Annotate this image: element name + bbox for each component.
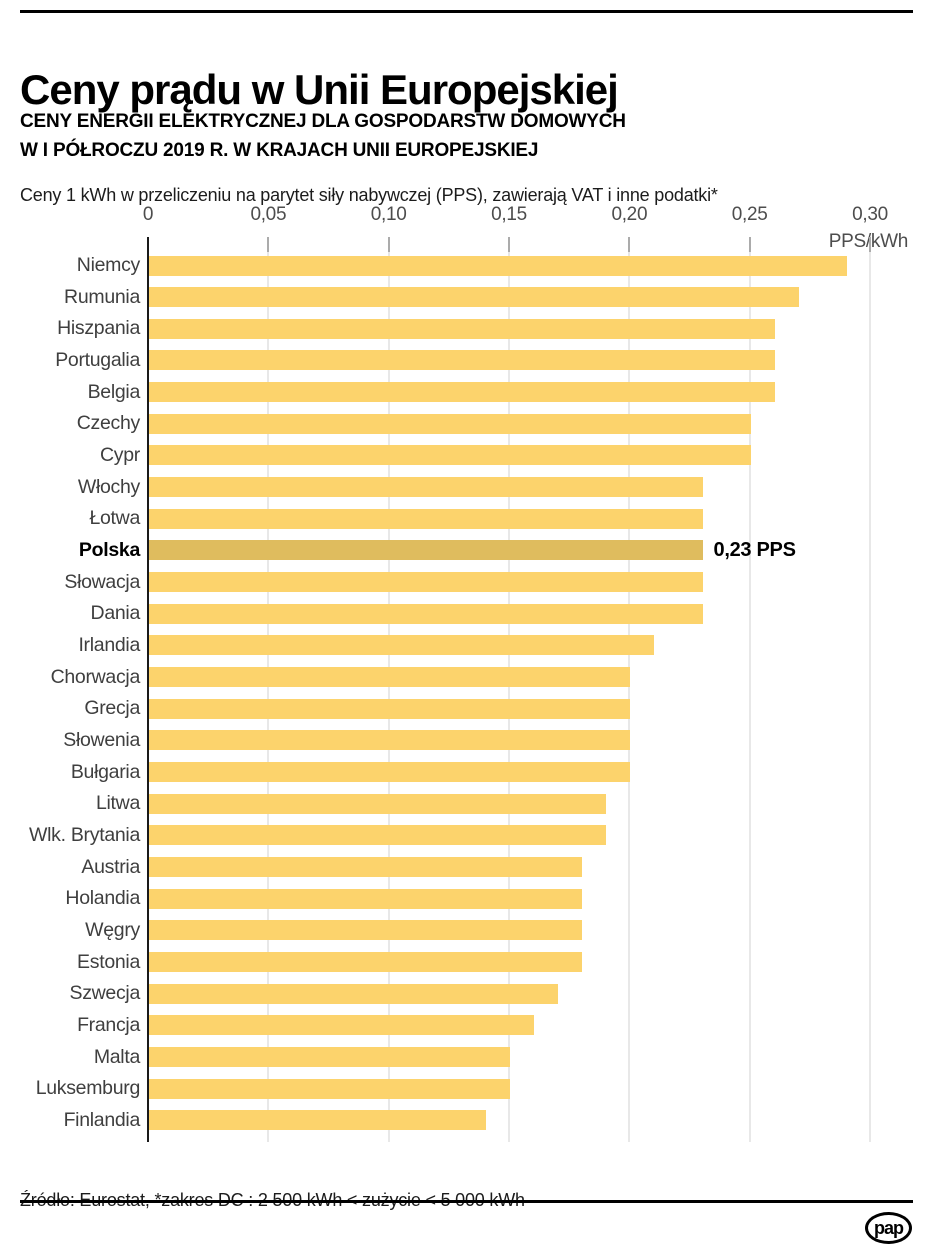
bar — [149, 730, 631, 751]
bar — [149, 793, 607, 814]
gridline — [748, 237, 751, 1142]
chart-title: CENY ENERGII ELEKTRYCZNEJ DLA GOSPODARST… — [20, 107, 900, 166]
bar — [149, 920, 583, 941]
gridline — [628, 237, 631, 1142]
top-rule — [20, 10, 913, 13]
country-label: Wlk. Brytania — [29, 823, 140, 846]
country-label: Malta — [93, 1045, 140, 1068]
bar — [149, 698, 631, 719]
country-label: Irlandia — [78, 633, 140, 656]
country-label: Czechy — [76, 412, 141, 435]
chart-description: Ceny 1 kWh w przeliczeniu na parytet sił… — [20, 185, 718, 205]
country-label: Portugalia — [55, 348, 140, 371]
axis-tick-label: 0,05 — [250, 204, 287, 225]
bottom-rule — [20, 1200, 913, 1203]
axis-tick — [869, 237, 871, 252]
axis-tick-label: 0,15 — [491, 204, 527, 225]
country-label: Holandia — [65, 887, 140, 910]
bar — [149, 983, 559, 1004]
axis-tick — [267, 237, 270, 252]
bar — [149, 508, 703, 529]
axis-tick — [508, 237, 510, 252]
bar — [149, 857, 583, 878]
gridline — [267, 237, 270, 1142]
page-title: Ceny prądu w Unii Europejskiej — [20, 66, 619, 114]
country-label: Francja — [77, 1013, 140, 1036]
bar — [149, 1047, 510, 1067]
bar — [149, 1110, 486, 1131]
bar — [149, 825, 607, 846]
axis-tick-label: 0,25 — [731, 204, 768, 225]
country-label: Belgia — [87, 380, 141, 403]
y-axis-line — [147, 237, 149, 1142]
bar — [149, 572, 703, 593]
bar — [149, 888, 583, 909]
country-label: Łotwa — [89, 507, 140, 530]
bar — [149, 287, 799, 308]
country-label: Finlandia — [63, 1108, 141, 1131]
chart-title-line-1: CENY ENERGII ELEKTRYCZNEJ DLA GOSPODARST… — [20, 111, 626, 132]
bar — [149, 1015, 535, 1036]
country-label: Słowacja — [64, 570, 140, 593]
bar — [149, 603, 703, 624]
country-label: Chorwacja — [50, 665, 141, 688]
country-label: Austria — [81, 855, 140, 878]
country-label: Estonia — [77, 950, 140, 973]
axis-tick — [387, 237, 390, 252]
bar — [149, 318, 775, 339]
country-label: Bułgaria — [70, 760, 140, 783]
bar — [149, 382, 775, 403]
bar — [149, 255, 847, 276]
bar — [149, 667, 631, 688]
country-label: Hiszpania — [57, 317, 140, 340]
country-label: Polska — [78, 538, 140, 561]
bar — [149, 952, 583, 973]
country-label: Dania — [90, 602, 141, 625]
axis-tick-label: 0,20 — [611, 204, 648, 225]
value-annotation: 0,23 PPS — [713, 538, 796, 561]
country-label: Cypr — [100, 443, 140, 466]
axis-tick — [748, 237, 751, 252]
country-label: Litwa — [95, 792, 140, 815]
bar — [149, 1078, 510, 1099]
country-label: Słowenia — [63, 728, 140, 751]
axis-tick-label: 0 — [142, 204, 154, 225]
gridline — [508, 237, 510, 1142]
country-label: Szwecja — [69, 982, 140, 1005]
bar — [149, 350, 775, 371]
bar — [149, 477, 703, 498]
country-label: Węgry — [85, 918, 140, 941]
pap-logo-text: pap — [873, 1217, 904, 1238]
axis-tick-label: 0,30 — [852, 204, 888, 225]
axis-unit-label: PPS/kWh — [829, 231, 909, 253]
country-label: Grecja — [84, 697, 140, 720]
country-label: Niemcy — [76, 254, 141, 276]
bar — [149, 413, 751, 434]
pap-logo: pap — [865, 1212, 912, 1244]
bar — [149, 445, 751, 466]
gridline — [869, 237, 871, 1142]
bar — [149, 540, 703, 561]
country-label: Włochy — [77, 475, 140, 498]
chart-title-line-2: W I PÓŁROCZU 2019 R. W KRAJACH UNII EURO… — [20, 140, 539, 162]
bar — [149, 635, 655, 656]
gridline — [387, 237, 390, 1142]
bar — [149, 762, 631, 783]
country-label: Rumunia — [64, 285, 140, 308]
axis-tick-label: 0,10 — [370, 204, 407, 225]
country-label: Luksemburg — [35, 1077, 141, 1100]
axis-tick — [628, 237, 631, 252]
